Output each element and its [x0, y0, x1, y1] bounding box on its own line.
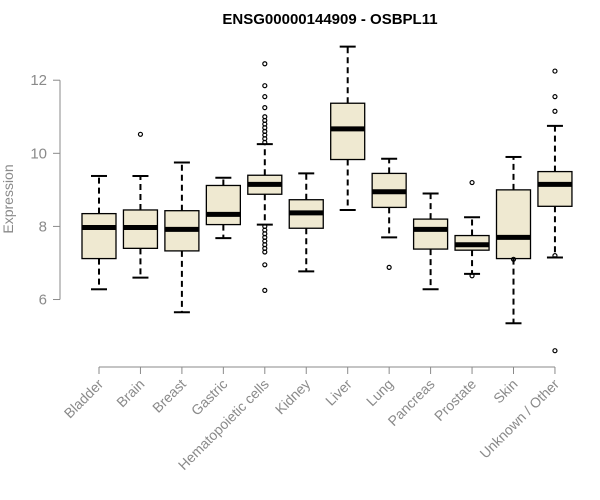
- outlier-point: [552, 253, 558, 259]
- box-group: [412, 192, 449, 291]
- box-rect: [412, 218, 449, 250]
- box-group: [164, 161, 200, 314]
- y-axis-label: Expression: [0, 164, 16, 233]
- x-tick-label: Skin: [490, 376, 521, 407]
- outlier-point: [262, 83, 268, 89]
- outlier-point: [386, 264, 392, 270]
- boxes-layer: [81, 45, 573, 354]
- box-group: [81, 174, 117, 291]
- outlier-point: [262, 287, 268, 293]
- box-rect: [81, 212, 117, 260]
- box-group: [537, 68, 573, 354]
- outlier-point: [262, 61, 268, 67]
- chart-title: ENSG00000144909 - OSBPL11: [222, 11, 437, 28]
- outlier-point: [552, 348, 558, 354]
- outlier-point: [469, 179, 475, 186]
- outlier-point: [262, 139, 268, 145]
- x-tick-label: Breast: [149, 376, 189, 416]
- box-group: [330, 45, 366, 211]
- outlier-point: [552, 68, 558, 74]
- box-rect: [495, 189, 532, 260]
- box-group: [454, 179, 490, 279]
- x-tick-label: Bladder: [61, 376, 107, 422]
- x-tick-label: Liver: [322, 376, 355, 409]
- outlier-point: [469, 273, 475, 279]
- box-rect: [205, 184, 242, 226]
- outlier-point: [552, 108, 558, 114]
- y-axis: 6 8 10 12: [30, 72, 61, 309]
- outlier-point: [552, 94, 558, 100]
- y-tick-label: 10: [30, 145, 47, 162]
- box-group: [288, 172, 324, 273]
- y-tick-label: 8: [39, 218, 47, 235]
- x-tick-label: Brain: [113, 376, 147, 410]
- y-tick-label: 12: [30, 72, 47, 89]
- x-tick-label: Unknown / Other: [476, 376, 562, 462]
- x-tick-label: Kidney: [272, 376, 314, 418]
- outlier-point: [510, 256, 517, 262]
- box-group: [247, 61, 283, 293]
- outlier-point: [262, 105, 268, 111]
- box-group: [371, 157, 407, 270]
- y-tick-label: 6: [39, 292, 47, 309]
- outlier-point: [262, 249, 268, 255]
- outlier-point: [137, 131, 144, 137]
- outlier-point: [262, 262, 268, 268]
- outlier-point: [262, 94, 268, 100]
- box-rect: [330, 102, 366, 161]
- box-group: [122, 131, 159, 279]
- x-tick-label: Lung: [363, 376, 396, 409]
- box-rect: [537, 170, 573, 207]
- x-tick-label: Prostate: [431, 376, 479, 424]
- box-group: [495, 155, 532, 325]
- box-group: [205, 176, 242, 240]
